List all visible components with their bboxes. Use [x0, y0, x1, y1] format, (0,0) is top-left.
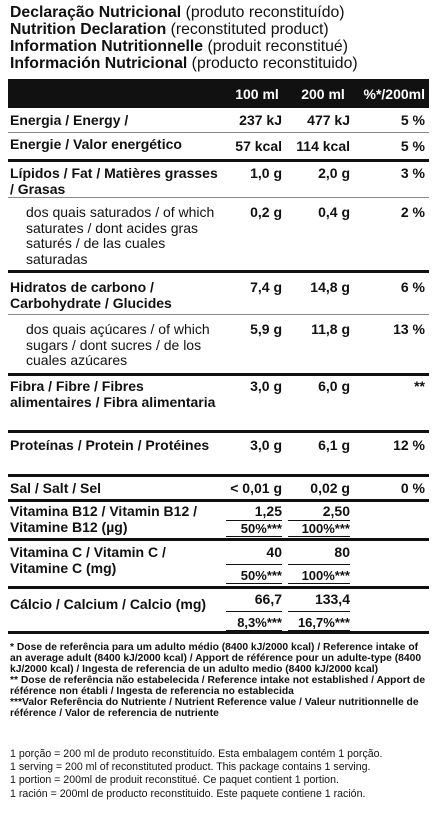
- calcium-percent-100ml: 8,3%***: [226, 612, 282, 631]
- value-100ml: 40 50%***: [226, 541, 288, 586]
- table-row-energy-kj: Energia / Energy / 237 kJ 477 kJ 5 %: [8, 108, 429, 132]
- b12-value-100ml: 1,25: [226, 503, 282, 521]
- footnotes-bold: * Dose de referência para um adulto médi…: [8, 631, 429, 719]
- b12-percent-100ml: 50%***: [226, 521, 282, 537]
- value-200ml: 6,1 g: [318, 437, 350, 453]
- row-label: Proteínas / Protein / Protéines: [10, 437, 210, 453]
- value-200ml: 14,8 g: [310, 279, 350, 295]
- table-row-calcium: Cálcio / Calcium / Calcio (mg) 66,7 8,3%…: [8, 586, 429, 631]
- value-percent: [358, 589, 429, 631]
- title-en: Nutrition Declaration (reconstituted pro…: [10, 21, 329, 38]
- header-100ml: 100 ml: [235, 85, 279, 102]
- calcium-percent-200ml: 16,7%***: [288, 612, 350, 631]
- value-percent: 12 %: [393, 437, 425, 453]
- table-row-vitamin-c: Vitamina C / Vitamin C / Vitamine C (mg)…: [8, 538, 429, 586]
- serving-note-en: 1 serving = 200 ml of reconstituted prod…: [10, 761, 371, 774]
- row-label: Vitamina B12 / Vitamin B12 / Vitamine B1…: [10, 503, 198, 535]
- footnote-nrv: ***Valor Referência do Nutriente / Nutri…: [10, 697, 419, 719]
- row-label: Lípidos / Fat / Matières grasses / Grasa…: [10, 165, 218, 197]
- table-row-carbohydrate: Hidratos de carbono / Carbohydrate / Glu…: [8, 270, 429, 314]
- title-es: Información Nutricional (producto recons…: [10, 55, 358, 72]
- value-100ml: 237 kJ: [239, 112, 282, 128]
- value-200ml: 2,0 g: [318, 165, 350, 181]
- value-200ml: 133,4 16,7%***: [288, 589, 358, 631]
- value-percent: 5 %: [400, 112, 425, 128]
- b12-percent-200ml: 100%***: [288, 521, 350, 537]
- row-label: Vitamina C / Vitamin C / Vitamine C (mg): [10, 544, 166, 576]
- vitc-value-100ml: 40: [226, 544, 282, 565]
- vitc-percent-200ml: 100%***: [288, 565, 350, 584]
- value-100ml: 1,25 50%***: [226, 502, 288, 538]
- table-row-sugars: dos quais açúcares / of which sugars / d…: [8, 314, 429, 373]
- b12-value-200ml: 2,50: [288, 503, 350, 521]
- table-header: 100 ml 200 ml %*/200ml: [8, 79, 429, 108]
- value-100ml: 66,7 8,3%***: [226, 589, 288, 631]
- table-row-fibre: Fibra / Fibre / Fibres alimentaires / Fi…: [8, 373, 429, 430]
- table-row-saturates: dos quais saturados / of which saturates…: [8, 197, 429, 270]
- serving-note-pt: 1 porção = 200 ml de produto reconstituí…: [10, 748, 383, 760]
- value-percent: 2 %: [400, 204, 425, 220]
- value-percent: 13 %: [393, 321, 425, 337]
- footnote-reference-intake: * Dose de referência para um adulto médi…: [10, 642, 422, 675]
- title-block: Declaração Nutricional (produto reconsti…: [0, 0, 436, 72]
- table-row-fat: Lípidos / Fat / Matières grasses / Grasa…: [8, 159, 429, 197]
- serving-notes: 1 porção = 200 ml de produto reconstituí…: [10, 748, 430, 801]
- row-label: Hidratos de carbono / Carbohydrate / Glu…: [10, 279, 172, 311]
- value-percent: 0 %: [400, 480, 425, 496]
- calcium-value-200ml: 133,4: [288, 591, 350, 612]
- value-200ml: 6,0 g: [318, 378, 350, 394]
- value-200ml: 80 100%***: [288, 541, 358, 586]
- row-label: dos quais saturados / of which saturates…: [26, 204, 215, 267]
- value-100ml: 7,4 g: [250, 279, 282, 295]
- value-200ml: 0,02 g: [310, 480, 350, 496]
- header-percent: %*/200ml: [363, 85, 425, 102]
- row-label: Fibra / Fibre / Fibres alimentaires / Fi…: [10, 378, 216, 410]
- value-percent: 3 %: [400, 165, 425, 181]
- value-percent: 6 %: [400, 279, 425, 295]
- value-100ml: 5,9 g: [250, 321, 282, 337]
- value-100ml: < 0,01 g: [230, 480, 282, 496]
- value-100ml: 57 kcal: [235, 138, 282, 154]
- table-row-energy-kcal: Energie / Valor energético 57 kcal 114 k…: [8, 132, 429, 159]
- row-label: Energia / Energy /: [10, 112, 129, 128]
- value-100ml: 1,0 g: [250, 165, 282, 181]
- value-percent: [358, 502, 429, 538]
- footnote-not-established: ** Dose de referência não estabelecida /…: [10, 675, 426, 697]
- table-row-salt: Sal / Salt / Sel < 0,01 g 0,02 g 0 %: [8, 474, 429, 499]
- calcium-value-100ml: 66,7: [226, 591, 282, 612]
- value-200ml: 0,4 g: [318, 204, 350, 220]
- value-100ml: 3,0 g: [250, 378, 282, 394]
- value-200ml: 11,8 g: [311, 321, 350, 337]
- table-row-protein: Proteínas / Protein / Protéines 3,0 g 6,…: [8, 430, 429, 474]
- table-row-vitamin-b12: Vitamina B12 / Vitamin B12 / Vitamine B1…: [8, 499, 429, 538]
- row-label: Sal / Salt / Sel: [10, 480, 102, 496]
- header-200ml: 200 ml: [301, 85, 345, 102]
- vitc-value-200ml: 80: [288, 544, 350, 565]
- value-100ml: 3,0 g: [250, 437, 282, 453]
- value-100ml: 0,2 g: [250, 204, 282, 220]
- serving-note-es: 1 ración = 200ml de producto reconstitui…: [10, 787, 366, 800]
- title-fr: Information Nutritionnelle (produit reco…: [10, 38, 348, 55]
- value-percent: 5 %: [400, 138, 425, 154]
- value-percent: [358, 541, 429, 586]
- row-label: Energie / Valor energético: [10, 136, 182, 152]
- value-percent: **: [414, 378, 425, 394]
- footnote-block: * Dose de referência para um adulto médi…: [8, 634, 429, 719]
- serving-note-fr: 1 portion = 200ml de produit reconstitué…: [10, 774, 339, 787]
- value-200ml: 477 kJ: [307, 112, 350, 128]
- vitc-percent-100ml: 50%***: [226, 565, 282, 584]
- value-200ml: 2,50 100%***: [288, 502, 358, 538]
- row-label: dos quais açúcares / of which sugars / d…: [26, 321, 210, 368]
- row-label: Cálcio / Calcium / Calcio (mg): [10, 596, 207, 612]
- value-200ml: 114 kcal: [296, 138, 350, 154]
- nutrition-table: 100 ml 200 ml %*/200ml Energia / Energy …: [8, 79, 429, 719]
- title-pt: Declaração Nutricional (produto reconsti…: [10, 4, 345, 21]
